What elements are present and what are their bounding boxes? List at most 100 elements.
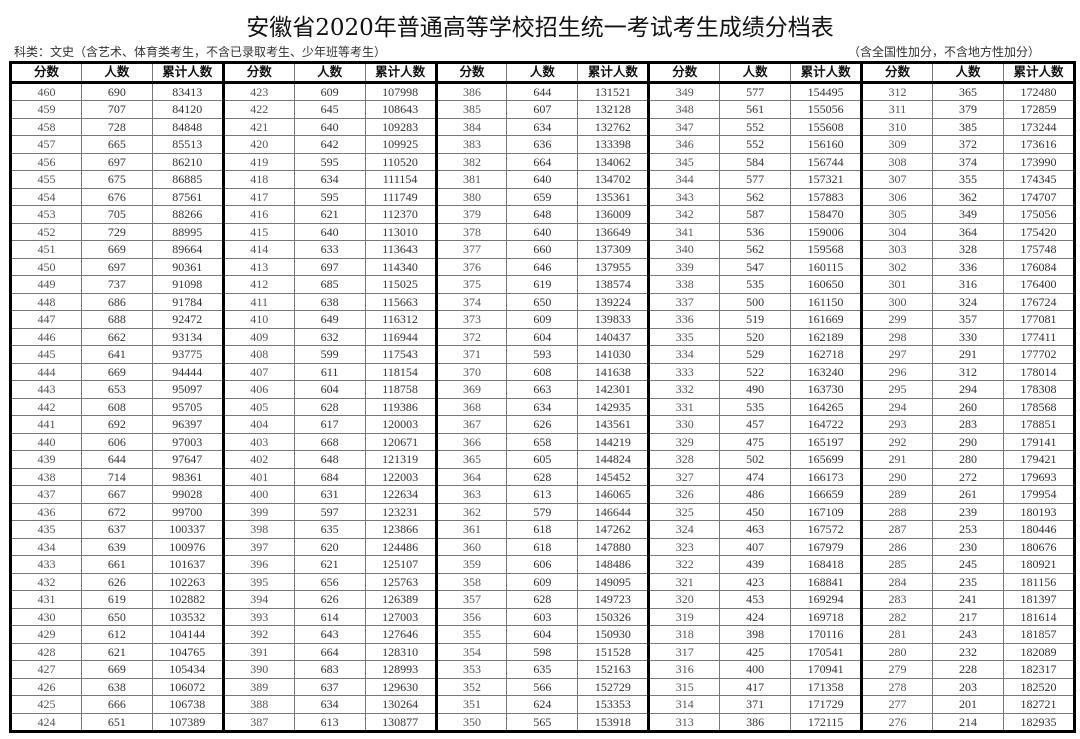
cumulative-cell: 114340 [364,257,437,276]
score-cell: 352 [434,677,508,696]
count-cell: 638 [293,292,366,311]
count-cell: 626 [506,415,579,434]
count-cell: 714 [80,467,153,486]
cumulative-cell: 89664 [151,240,224,259]
cumulative-cell: 122003 [364,467,437,486]
score-cell: 303 [860,240,933,259]
count-cell: 619 [506,275,579,294]
score-cell: 431 [10,590,82,609]
cumulative-cell: 181156 [1002,572,1076,591]
score-cell: 288 [860,502,933,521]
cumulative-cell: 126389 [364,590,437,609]
score-cell: 426 [10,677,82,696]
count-cell: 579 [506,502,579,521]
count-cell: 614 [293,607,366,626]
score-cell: 331 [647,397,721,416]
score-cell: 285 [860,555,933,574]
cumulative-cell: 117543 [364,345,437,364]
count-header: 人数 [719,62,792,84]
score-cell: 350 [434,712,508,732]
score-cell: 364 [434,467,508,486]
cumulative-cell: 110520 [364,152,437,171]
cumulative-cell: 180921 [1002,555,1076,574]
count-cell: 638 [80,677,153,696]
score-cell: 372 [434,327,508,346]
cumulative-cell: 123866 [364,520,437,539]
table-row: 443 653 95097 406 604 118758 369 663 142301 332 49… [10,380,1076,399]
score-distribution-table: 分数 人数 累计人数 分数 人数 累计人数 分数 人数 累计人数 分数 人数 累计人数 分数 人数 累计人数… [9,61,1076,733]
count-cell: 676 [80,187,153,206]
count-cell: 243 [931,625,1004,644]
score-header: 分数 [647,62,721,84]
cumulative-cell: 109283 [364,117,437,136]
count-cell: 385 [931,117,1004,136]
score-cell: 457 [10,135,82,154]
count-cell: 662 [80,327,153,346]
cumulative-cell: 182317 [1002,660,1076,679]
count-cell: 593 [506,345,579,364]
count-cell: 609 [293,81,366,101]
cumulative-cell: 95097 [151,380,224,399]
count-cell: 552 [719,135,792,154]
score-cell: 390 [221,660,295,679]
count-cell: 645 [293,100,366,119]
cumulative-cell: 137955 [577,257,650,276]
cumulative-cell: 159568 [790,240,863,259]
count-cell: 535 [719,397,792,416]
count-cell: 603 [506,607,579,626]
document-title: 安徽省2020年普通高等学校招生统一考试考生成绩分档表 [246,15,834,41]
score-cell: 358 [434,572,508,591]
cumulative-cell: 121319 [364,450,437,469]
table-header-row: 分数 人数 累计人数 分数 人数 累计人数 分数 人数 累计人数 分数 人数 累计人数 分数 人数 累计人数 [10,62,1076,84]
cumulative-cell: 116312 [364,310,437,329]
score-cell: 445 [10,345,82,364]
table-row: 440 606 97003 403 668 120671 366 658 144219 329 47… [10,432,1076,451]
count-cell: 439 [719,555,792,574]
cumulative-cell: 136009 [577,205,650,224]
score-cell: 391 [221,642,295,661]
cumulative-cell: 100337 [151,520,224,539]
cumulative-cell: 84848 [151,117,224,136]
cumulative-cell: 85513 [151,135,224,154]
cumulative-cell: 168841 [790,572,863,591]
count-cell: 619 [80,590,153,609]
cumulative-cell: 181614 [1002,607,1076,626]
count-cell: 261 [931,485,1004,504]
score-cell: 455 [10,170,82,189]
count-cell: 474 [719,467,792,486]
score-cell: 427 [10,660,82,679]
count-cell: 631 [293,485,366,504]
count-cell: 650 [506,292,579,311]
cumulative-cell: 182721 [1002,695,1076,714]
score-cell: 294 [860,397,933,416]
cumulative-cell: 145452 [577,467,650,486]
cumulative-cell: 173244 [1002,117,1076,136]
cumulative-cell: 87561 [151,187,224,206]
count-cell: 597 [293,502,366,521]
count-cell: 604 [506,327,579,346]
score-cell: 424 [10,712,82,732]
score-cell: 337 [647,292,721,311]
count-cell: 685 [293,275,366,294]
cumulative-cell: 94444 [151,362,224,381]
cumulative-cell: 177411 [1002,327,1076,346]
count-cell: 637 [80,520,153,539]
count-cell: 669 [80,362,153,381]
table-row: 451 669 89664 414 633 113643 377 660 137309 340 56… [10,240,1076,259]
cumulative-cell: 176084 [1002,257,1076,276]
cumulative-cell: 118154 [364,362,437,381]
count-cell: 552 [719,117,792,136]
score-cell: 425 [10,695,82,714]
cumulative-cell: 131521 [577,81,650,101]
cumulative-cell: 165699 [790,450,863,469]
cumulative-cell: 92472 [151,310,224,329]
table-row: 429 612 104144 392 643 127646 355 604 150930 318 3… [10,625,1076,644]
count-cell: 316 [931,275,1004,294]
count-cell: 599 [293,345,366,364]
score-cell: 338 [647,275,721,294]
score-cell: 378 [434,222,508,241]
count-cell: 235 [931,572,1004,591]
score-cell: 322 [647,555,721,574]
count-cell: 705 [80,205,153,224]
score-cell: 280 [860,642,933,661]
